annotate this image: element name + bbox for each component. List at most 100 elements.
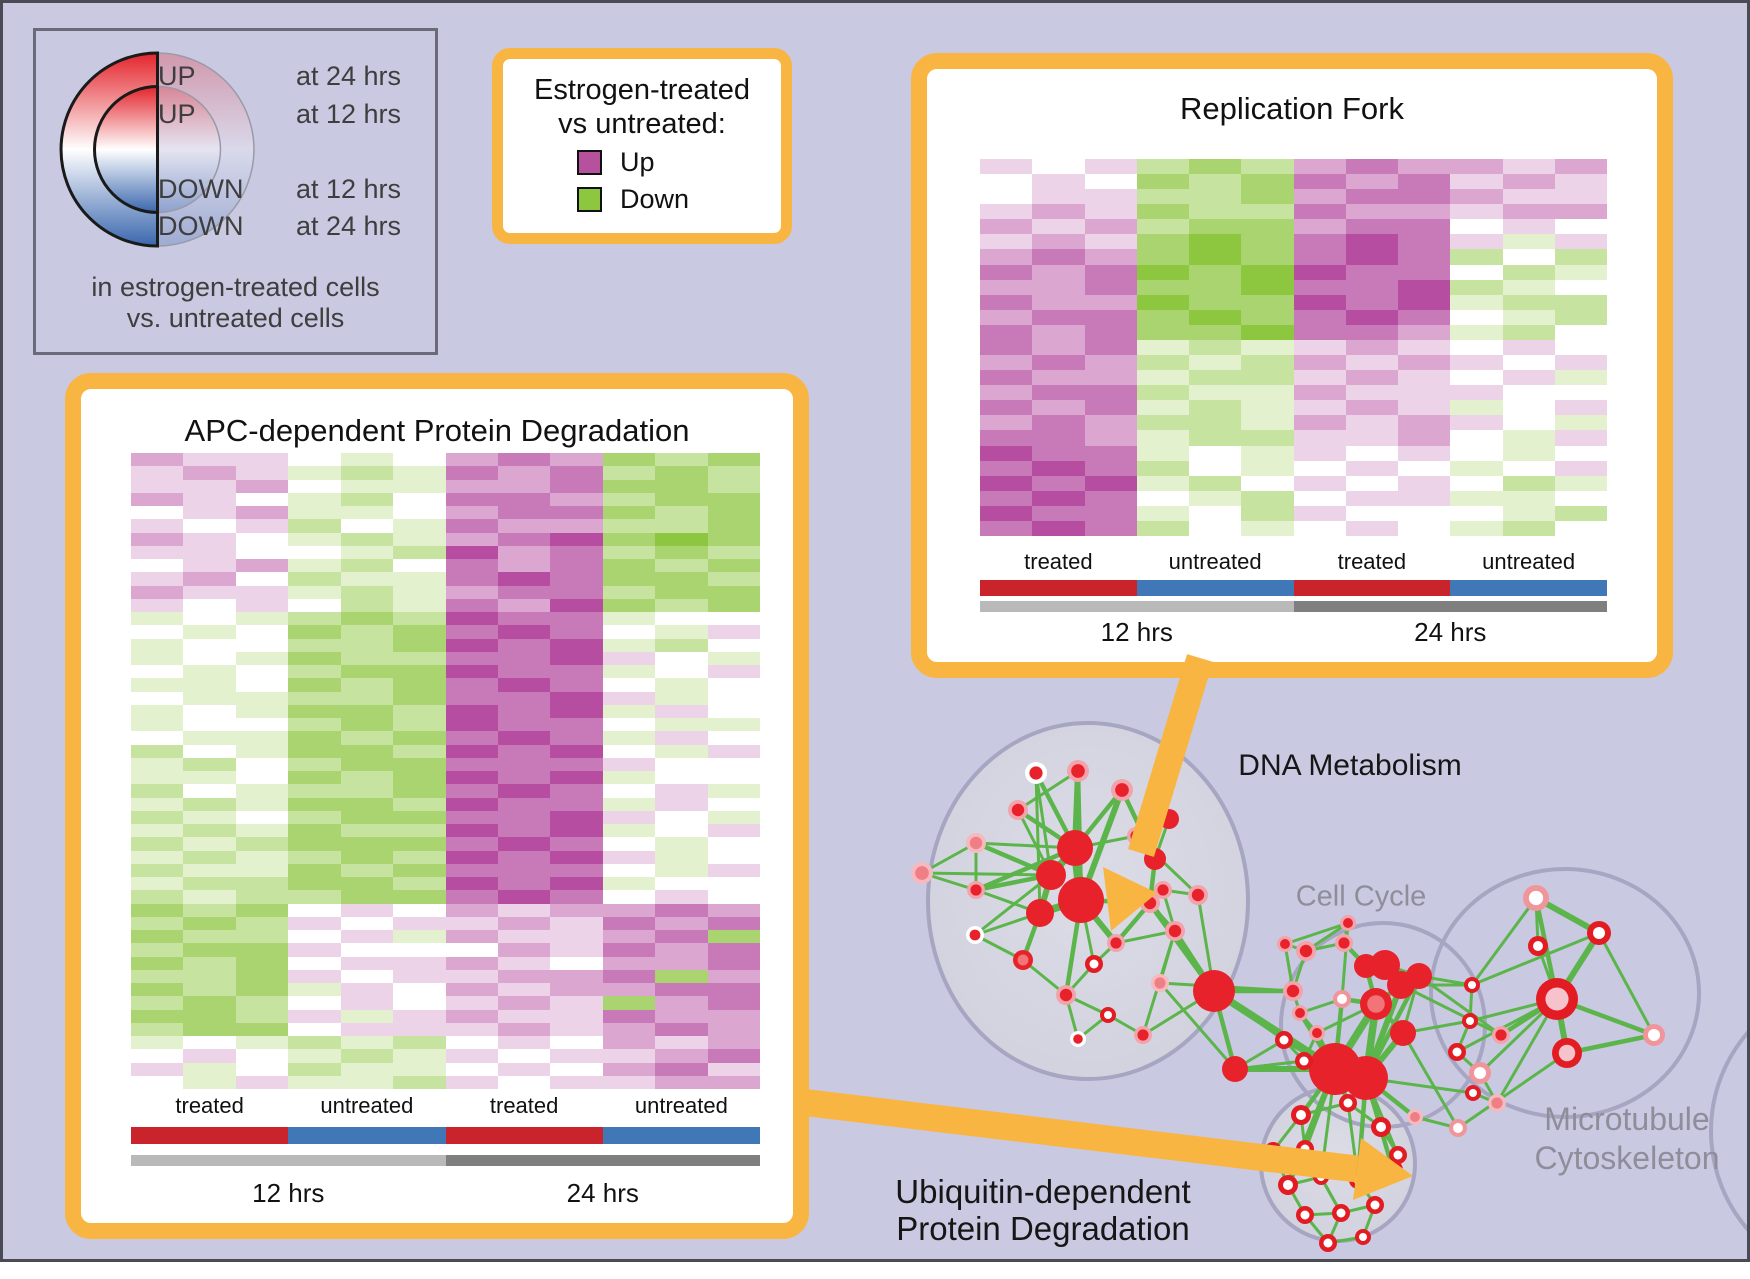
- heatmap-cell: [183, 479, 236, 493]
- heatmap-cell: [1450, 339, 1503, 356]
- heatmap-cell: [235, 585, 289, 599]
- heatmap-cell: [131, 943, 184, 957]
- heatmap-cell: [445, 757, 498, 771]
- heatmap-cell: [1136, 385, 1189, 401]
- heatmap-cell: [497, 598, 551, 612]
- heatmap-cell: [707, 877, 760, 891]
- heatmap-cell: [235, 956, 289, 970]
- heatmap-cell: [393, 863, 446, 877]
- gene-node: [1140, 893, 1160, 913]
- heatmap-cell: [707, 704, 760, 718]
- heatmap-cell: [602, 916, 656, 930]
- heatmap-cell: [550, 585, 603, 599]
- heatmap-cell: [655, 651, 708, 665]
- gene-node: [1278, 1175, 1298, 1195]
- heatmap-cell: [1450, 204, 1503, 220]
- heatmap-cell: [980, 505, 1033, 521]
- heatmap-cell: [1502, 249, 1555, 265]
- color-key-title-line1: Estrogen-treated: [533, 74, 750, 106]
- heatmap-cell: [602, 824, 656, 838]
- heatmap-cell: [1345, 400, 1398, 416]
- gene-node: [1338, 937, 1350, 949]
- heatmap-cell: [707, 1022, 760, 1036]
- heatmap-cell: [602, 492, 656, 506]
- heatmap-cell: [550, 850, 603, 864]
- heatmap-cell: [445, 850, 498, 864]
- heatmap-cell: [1189, 475, 1242, 491]
- heatmap-cell: [1293, 475, 1346, 491]
- heatmap-cell: [655, 1062, 708, 1076]
- heatmap-cell: [131, 731, 184, 745]
- heatmap-cell: [1032, 355, 1085, 371]
- heatmap-cell: [1032, 400, 1085, 416]
- gene-node: [1393, 1150, 1403, 1160]
- apc-panel: APC-dependent Protein Degradation treate…: [65, 373, 809, 1239]
- gene-node: [1300, 1144, 1310, 1154]
- heatmap-cell: [497, 930, 551, 944]
- heatmap-cell: [235, 545, 289, 559]
- heatmap-cell: [980, 234, 1033, 250]
- heatmap-cell: [1293, 264, 1346, 280]
- heatmap-cell: [131, 850, 184, 864]
- heatmap-cell: [340, 665, 394, 679]
- heatmap-cell: [131, 665, 184, 679]
- heatmap-cell: [1554, 249, 1607, 265]
- heatmap-cell: [1450, 460, 1503, 476]
- gene-node: [1070, 1031, 1086, 1047]
- heatmap-cell: [288, 996, 341, 1010]
- heatmap-cell: [183, 466, 236, 480]
- gene-node: [1643, 1024, 1665, 1046]
- heatmap-cell: [1084, 219, 1137, 235]
- heatmap-cell: [1450, 415, 1503, 431]
- heatmap-cell: [1189, 415, 1242, 431]
- heatmap-cell: [655, 757, 708, 771]
- heatmap-cell: [235, 598, 289, 612]
- heatmap-cell: [1398, 475, 1451, 491]
- dna-metabolism-label: DNA Metabolism: [1238, 749, 1462, 782]
- heatmap-cell: [1554, 324, 1607, 340]
- heatmap-cell: [183, 691, 236, 705]
- heatmap-cell: [445, 863, 498, 877]
- up-color-swatch: [577, 150, 602, 175]
- heatmap-cell: [445, 969, 498, 983]
- heatmap-cell: [497, 678, 551, 692]
- heatmap-cell: [980, 249, 1033, 265]
- heatmap-cell: [1345, 159, 1398, 175]
- heatmap-cell: [655, 506, 708, 520]
- condition-bar-segment: [1450, 580, 1607, 596]
- heatmap-cell: [707, 678, 760, 692]
- condition-group-label: untreated: [634, 1093, 728, 1118]
- gene-node: [1545, 987, 1569, 1011]
- heatmap-cell: [393, 651, 446, 665]
- heatmap-cell: [550, 983, 603, 997]
- heatmap-cell: [1136, 490, 1189, 506]
- heatmap-cell: [393, 612, 446, 626]
- heatmap-cell: [1293, 430, 1346, 446]
- heatmap-cell: [1398, 415, 1451, 431]
- gene-node: [1355, 1229, 1371, 1245]
- heatmap-cell: [288, 731, 341, 745]
- heatmap-cell: [602, 810, 656, 824]
- heatmap-cell: [707, 850, 760, 864]
- heatmap-cell: [1450, 430, 1503, 446]
- heatmap-cell: [497, 453, 551, 467]
- condition-bar-segment: [980, 580, 1137, 596]
- gene-node: [1280, 939, 1290, 949]
- heatmap-cell: [497, 731, 551, 745]
- heatmap-cell: [183, 585, 236, 599]
- heatmap-cell: [980, 294, 1033, 310]
- heatmap-cell: [550, 532, 603, 546]
- heatmap-cell: [183, 1009, 236, 1023]
- heatmap-cell: [1084, 234, 1137, 250]
- heatmap-cell: [235, 466, 289, 480]
- heatmap-cell: [288, 903, 341, 917]
- decoder-direction: DOWN: [158, 174, 244, 204]
- heatmap-cell: [1502, 370, 1555, 386]
- heatmap-cell: [393, 572, 446, 586]
- heatmap-cell: [340, 784, 394, 798]
- heatmap-cell: [340, 969, 394, 983]
- heatmap-cell: [288, 559, 341, 573]
- heatmap-cell: [1032, 520, 1085, 536]
- gene-node: [1017, 954, 1029, 966]
- gene-node: [1154, 977, 1166, 989]
